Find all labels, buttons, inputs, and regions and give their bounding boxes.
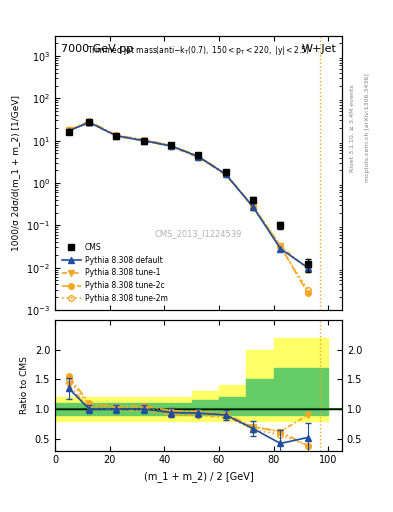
Pythia 8.308 default bbox=[224, 172, 228, 178]
Pythia 8.308 tune-1 bbox=[169, 144, 173, 150]
Pythia 8.308 default bbox=[169, 143, 173, 149]
X-axis label: (m_1 + m_2) / 2 [GeV]: (m_1 + m_2) / 2 [GeV] bbox=[143, 471, 253, 482]
Pythia 8.308 default bbox=[114, 133, 119, 139]
Y-axis label: Ratio to CMS: Ratio to CMS bbox=[20, 356, 29, 414]
Pythia 8.308 default bbox=[66, 128, 71, 134]
Pythia 8.308 default bbox=[278, 246, 283, 252]
Pythia 8.308 tune-1 bbox=[251, 203, 255, 209]
Line: Pythia 8.308 tune-2c: Pythia 8.308 tune-2c bbox=[66, 118, 310, 296]
Pythia 8.308 tune-2m bbox=[87, 119, 92, 125]
Line: Pythia 8.308 tune-2m: Pythia 8.308 tune-2m bbox=[66, 119, 310, 292]
Pythia 8.308 tune-2m bbox=[305, 287, 310, 293]
Pythia 8.308 default bbox=[305, 265, 310, 271]
Pythia 8.308 tune-2c bbox=[196, 153, 201, 159]
Pythia 8.308 tune-2c bbox=[66, 127, 71, 133]
Line: Pythia 8.308 default: Pythia 8.308 default bbox=[66, 120, 310, 270]
Text: Rivet 3.1.10, ≥ 3.4M events: Rivet 3.1.10, ≥ 3.4M events bbox=[350, 84, 355, 172]
Pythia 8.308 tune-2m bbox=[278, 244, 283, 250]
Text: CMS_2013_I1224539: CMS_2013_I1224539 bbox=[155, 229, 242, 238]
Pythia 8.308 tune-2m bbox=[114, 133, 119, 139]
Pythia 8.308 tune-1 bbox=[278, 243, 283, 249]
Pythia 8.308 tune-2m bbox=[169, 143, 173, 149]
Pythia 8.308 tune-2c bbox=[251, 203, 255, 209]
Pythia 8.308 tune-2c bbox=[305, 290, 310, 296]
Pythia 8.308 tune-2c bbox=[87, 118, 92, 124]
Pythia 8.308 tune-1 bbox=[305, 266, 310, 272]
Pythia 8.308 default bbox=[87, 119, 92, 125]
Pythia 8.308 tune-1 bbox=[66, 127, 71, 134]
Pythia 8.308 tune-2m bbox=[224, 172, 228, 178]
Pythia 8.308 tune-2c bbox=[169, 142, 173, 148]
Pythia 8.308 tune-2m bbox=[66, 127, 71, 134]
Pythia 8.308 tune-1 bbox=[114, 133, 119, 139]
Legend: CMS, Pythia 8.308 default, Pythia 8.308 tune-1, Pythia 8.308 tune-2c, Pythia 8.3: CMS, Pythia 8.308 default, Pythia 8.308 … bbox=[59, 240, 171, 306]
Pythia 8.308 tune-2m bbox=[196, 154, 201, 160]
Pythia 8.308 tune-1 bbox=[87, 120, 92, 126]
Pythia 8.308 tune-2c bbox=[224, 170, 228, 177]
Text: Trimmed jet mass$\mathregular{(anti\mathrm{-}k_T(0.7),\ 150{<}p_T{<}220,\ |y|{<}: Trimmed jet mass$\mathregular{(anti\math… bbox=[87, 44, 310, 57]
Text: 7000 GeV pp: 7000 GeV pp bbox=[61, 44, 133, 54]
Y-axis label: 1000/σ 2dσ/d(m_1 + m_2) [1/GeV]: 1000/σ 2dσ/d(m_1 + m_2) [1/GeV] bbox=[12, 95, 20, 251]
Pythia 8.308 tune-2c bbox=[278, 243, 283, 249]
Pythia 8.308 tune-2c bbox=[141, 137, 146, 143]
Pythia 8.308 tune-2m bbox=[251, 205, 255, 211]
Pythia 8.308 tune-2m bbox=[141, 137, 146, 143]
Pythia 8.308 tune-2c bbox=[114, 132, 119, 138]
Pythia 8.308 tune-1 bbox=[196, 155, 201, 161]
Text: mcplots.cern.ch [arXiv:1306.3436]: mcplots.cern.ch [arXiv:1306.3436] bbox=[365, 74, 371, 182]
Pythia 8.308 tune-1 bbox=[224, 172, 228, 178]
Pythia 8.308 default bbox=[141, 138, 146, 144]
Pythia 8.308 default bbox=[251, 204, 255, 210]
Text: W+Jet: W+Jet bbox=[301, 44, 336, 54]
Line: Pythia 8.308 tune-1: Pythia 8.308 tune-1 bbox=[66, 120, 310, 272]
Pythia 8.308 default bbox=[196, 154, 201, 160]
Pythia 8.308 tune-1 bbox=[141, 138, 146, 144]
